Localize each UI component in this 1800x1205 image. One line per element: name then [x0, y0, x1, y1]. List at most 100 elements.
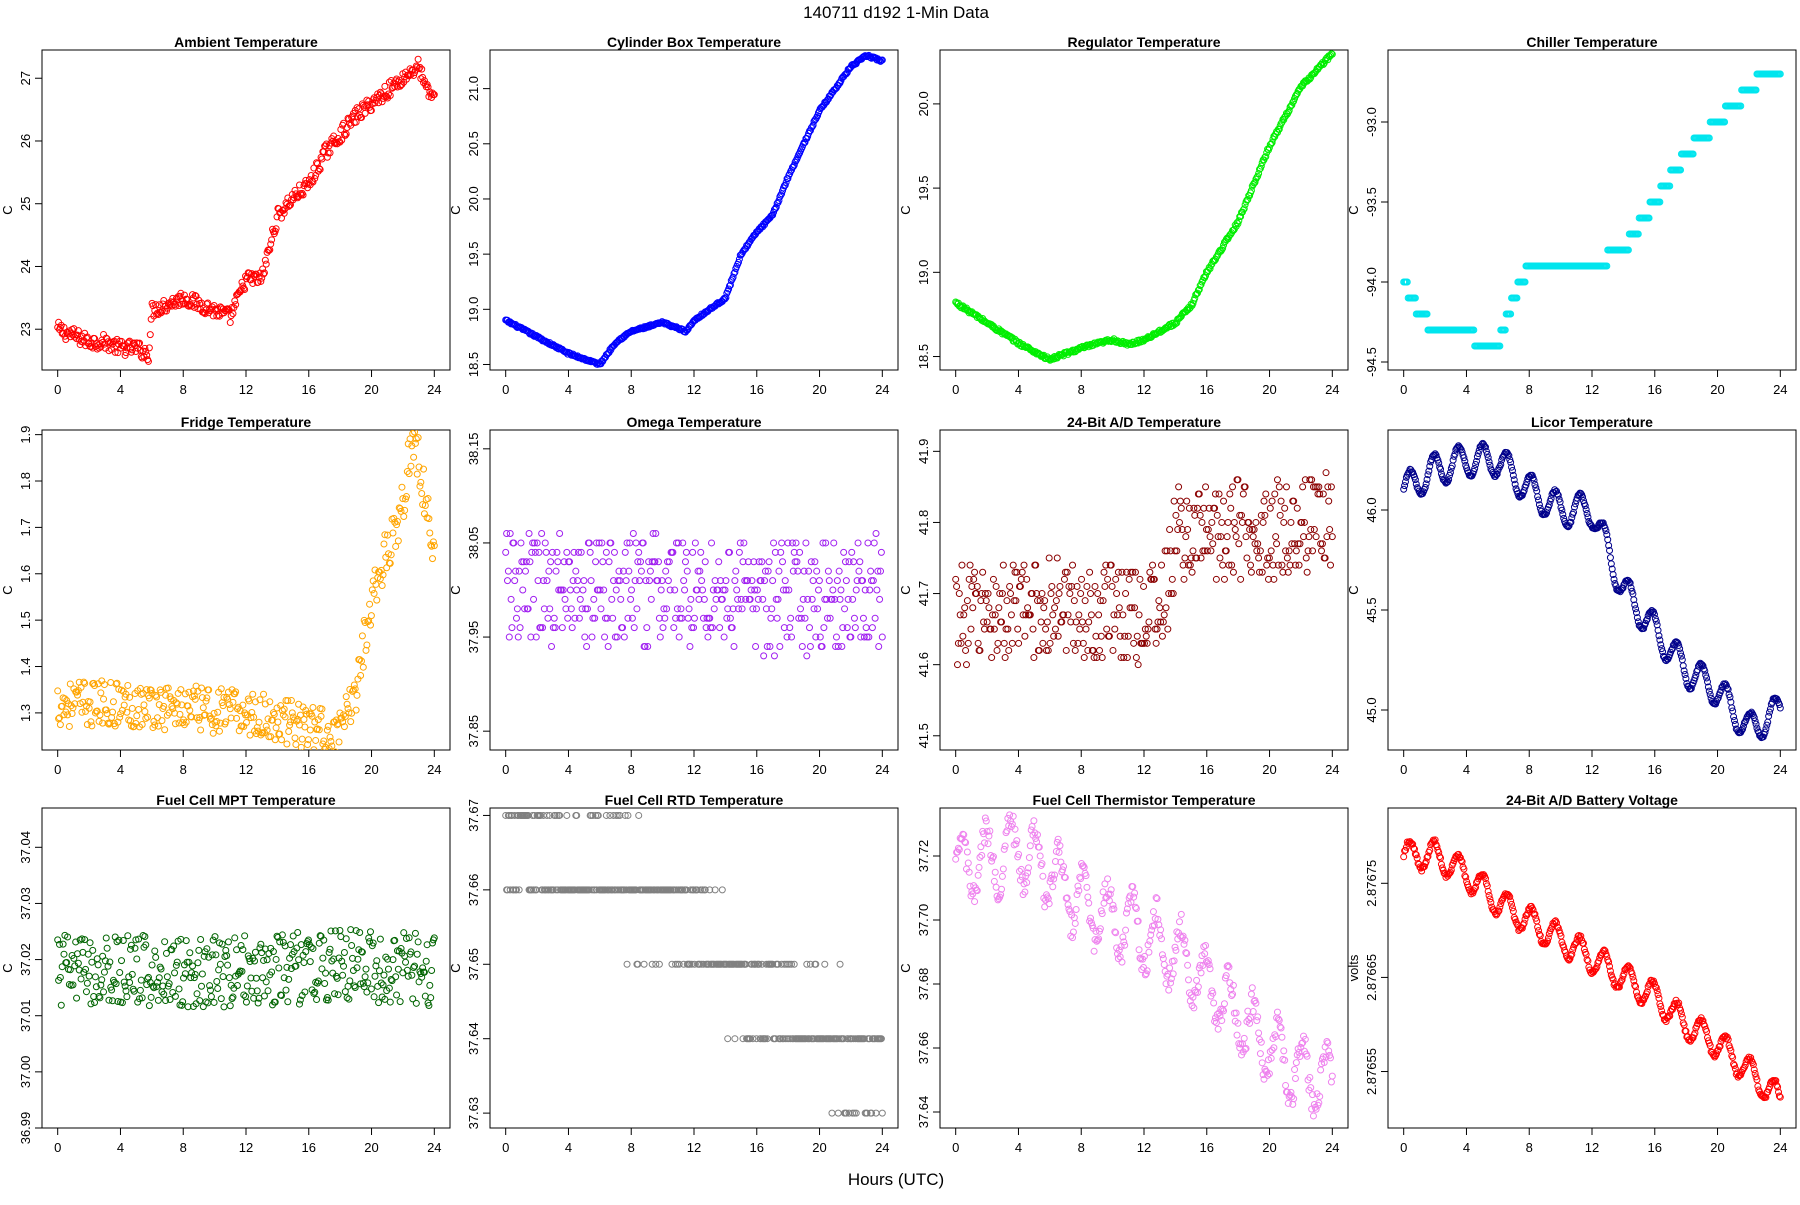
- x-tick-label: 16: [1200, 1140, 1214, 1155]
- data-point: [136, 706, 142, 712]
- data-point: [1208, 548, 1214, 554]
- y-axis-label: C: [898, 585, 913, 594]
- data-point: [873, 531, 879, 537]
- data-point: [371, 590, 377, 596]
- x-tick-label: 16: [1200, 382, 1214, 397]
- data-point: [1143, 633, 1149, 639]
- data-point: [313, 737, 319, 743]
- data-point: [194, 991, 200, 997]
- data-point: [1004, 598, 1010, 604]
- x-tick-label: 20: [812, 382, 826, 397]
- data-point: [83, 989, 89, 995]
- data-point: [428, 995, 434, 1001]
- x-tick-label: 4: [565, 762, 572, 777]
- data-point: [1088, 612, 1094, 618]
- figure-xlabel: Hours (UTC): [848, 1170, 944, 1189]
- y-tick-label: 2.87665: [1364, 954, 1379, 1001]
- data-point: [1294, 505, 1300, 511]
- x-tick-label: 24: [1325, 1140, 1339, 1155]
- data-point: [213, 952, 219, 958]
- data-point: [327, 734, 333, 740]
- data-point: [1189, 569, 1195, 575]
- data-point: [962, 605, 968, 611]
- data-point: [780, 559, 786, 565]
- data-point: [1037, 853, 1043, 859]
- data-point: [381, 972, 387, 978]
- data-point: [1766, 713, 1772, 719]
- data-point: [992, 869, 998, 875]
- data-point: [621, 634, 627, 640]
- data-point: [991, 878, 997, 884]
- data-point: [101, 696, 107, 702]
- data-points: [55, 927, 438, 1010]
- y-tick-label: 25: [18, 196, 33, 210]
- data-points: [953, 51, 1336, 364]
- data-point: [1156, 598, 1162, 604]
- y-tick-label: 26: [18, 134, 33, 148]
- data-point: [394, 992, 400, 998]
- data-point: [1303, 555, 1309, 561]
- data-point: [1048, 591, 1054, 597]
- data-point: [562, 596, 568, 602]
- data-point: [1006, 647, 1012, 653]
- data-point: [390, 530, 396, 536]
- data-point: [1185, 962, 1191, 968]
- data-point: [280, 939, 286, 945]
- data-point: [275, 719, 281, 725]
- data-point: [522, 568, 528, 574]
- y-tick-label: 37.66: [916, 1032, 931, 1065]
- data-point: [416, 979, 422, 985]
- data-point: [1022, 633, 1028, 639]
- data-point: [1181, 941, 1187, 947]
- data-point: [856, 568, 862, 574]
- x-tick-label: 0: [54, 1140, 61, 1155]
- data-point: [1083, 626, 1089, 632]
- data-point: [1214, 512, 1220, 518]
- data-point: [138, 977, 144, 983]
- data-point: [739, 606, 745, 612]
- data-point: [1260, 519, 1266, 525]
- data-point: [1073, 906, 1079, 912]
- data-point: [567, 587, 573, 593]
- y-tick-label: 37.66: [466, 874, 481, 907]
- data-point: [159, 718, 165, 724]
- data-point: [1125, 633, 1131, 639]
- data-point: [199, 685, 205, 691]
- data-point: [520, 587, 526, 593]
- data-point: [965, 860, 971, 866]
- data-point: [1190, 548, 1196, 554]
- y-tick-label: 19.0: [916, 260, 931, 285]
- data-point: [1217, 555, 1223, 561]
- y-tick-label: 41.5: [916, 723, 931, 748]
- y-axis-label: C: [448, 963, 463, 972]
- data-point: [256, 719, 262, 725]
- data-point: [660, 625, 666, 631]
- data-point: [1227, 491, 1233, 497]
- data-point: [809, 596, 815, 602]
- x-tick-label: 20: [1262, 1140, 1276, 1155]
- x-tick-label: 24: [1325, 382, 1339, 397]
- y-tick-label: 37.64: [916, 1096, 931, 1129]
- data-point: [960, 633, 966, 639]
- data-point: [732, 578, 738, 584]
- data-point: [687, 643, 693, 649]
- x-tick-label: 4: [565, 382, 572, 397]
- data-point: [1054, 555, 1060, 561]
- data-point: [844, 625, 850, 631]
- plot-frame: [940, 430, 1348, 750]
- data-point: [218, 996, 224, 1002]
- plot-frame: [490, 808, 898, 1128]
- data-point: [978, 844, 984, 850]
- data-point: [837, 961, 843, 967]
- data-point: [1040, 873, 1046, 879]
- data-point: [427, 530, 433, 536]
- data-point: [963, 662, 969, 668]
- data-point: [401, 514, 407, 520]
- data-point: [995, 640, 1001, 646]
- x-tick-label: 12: [1585, 762, 1599, 777]
